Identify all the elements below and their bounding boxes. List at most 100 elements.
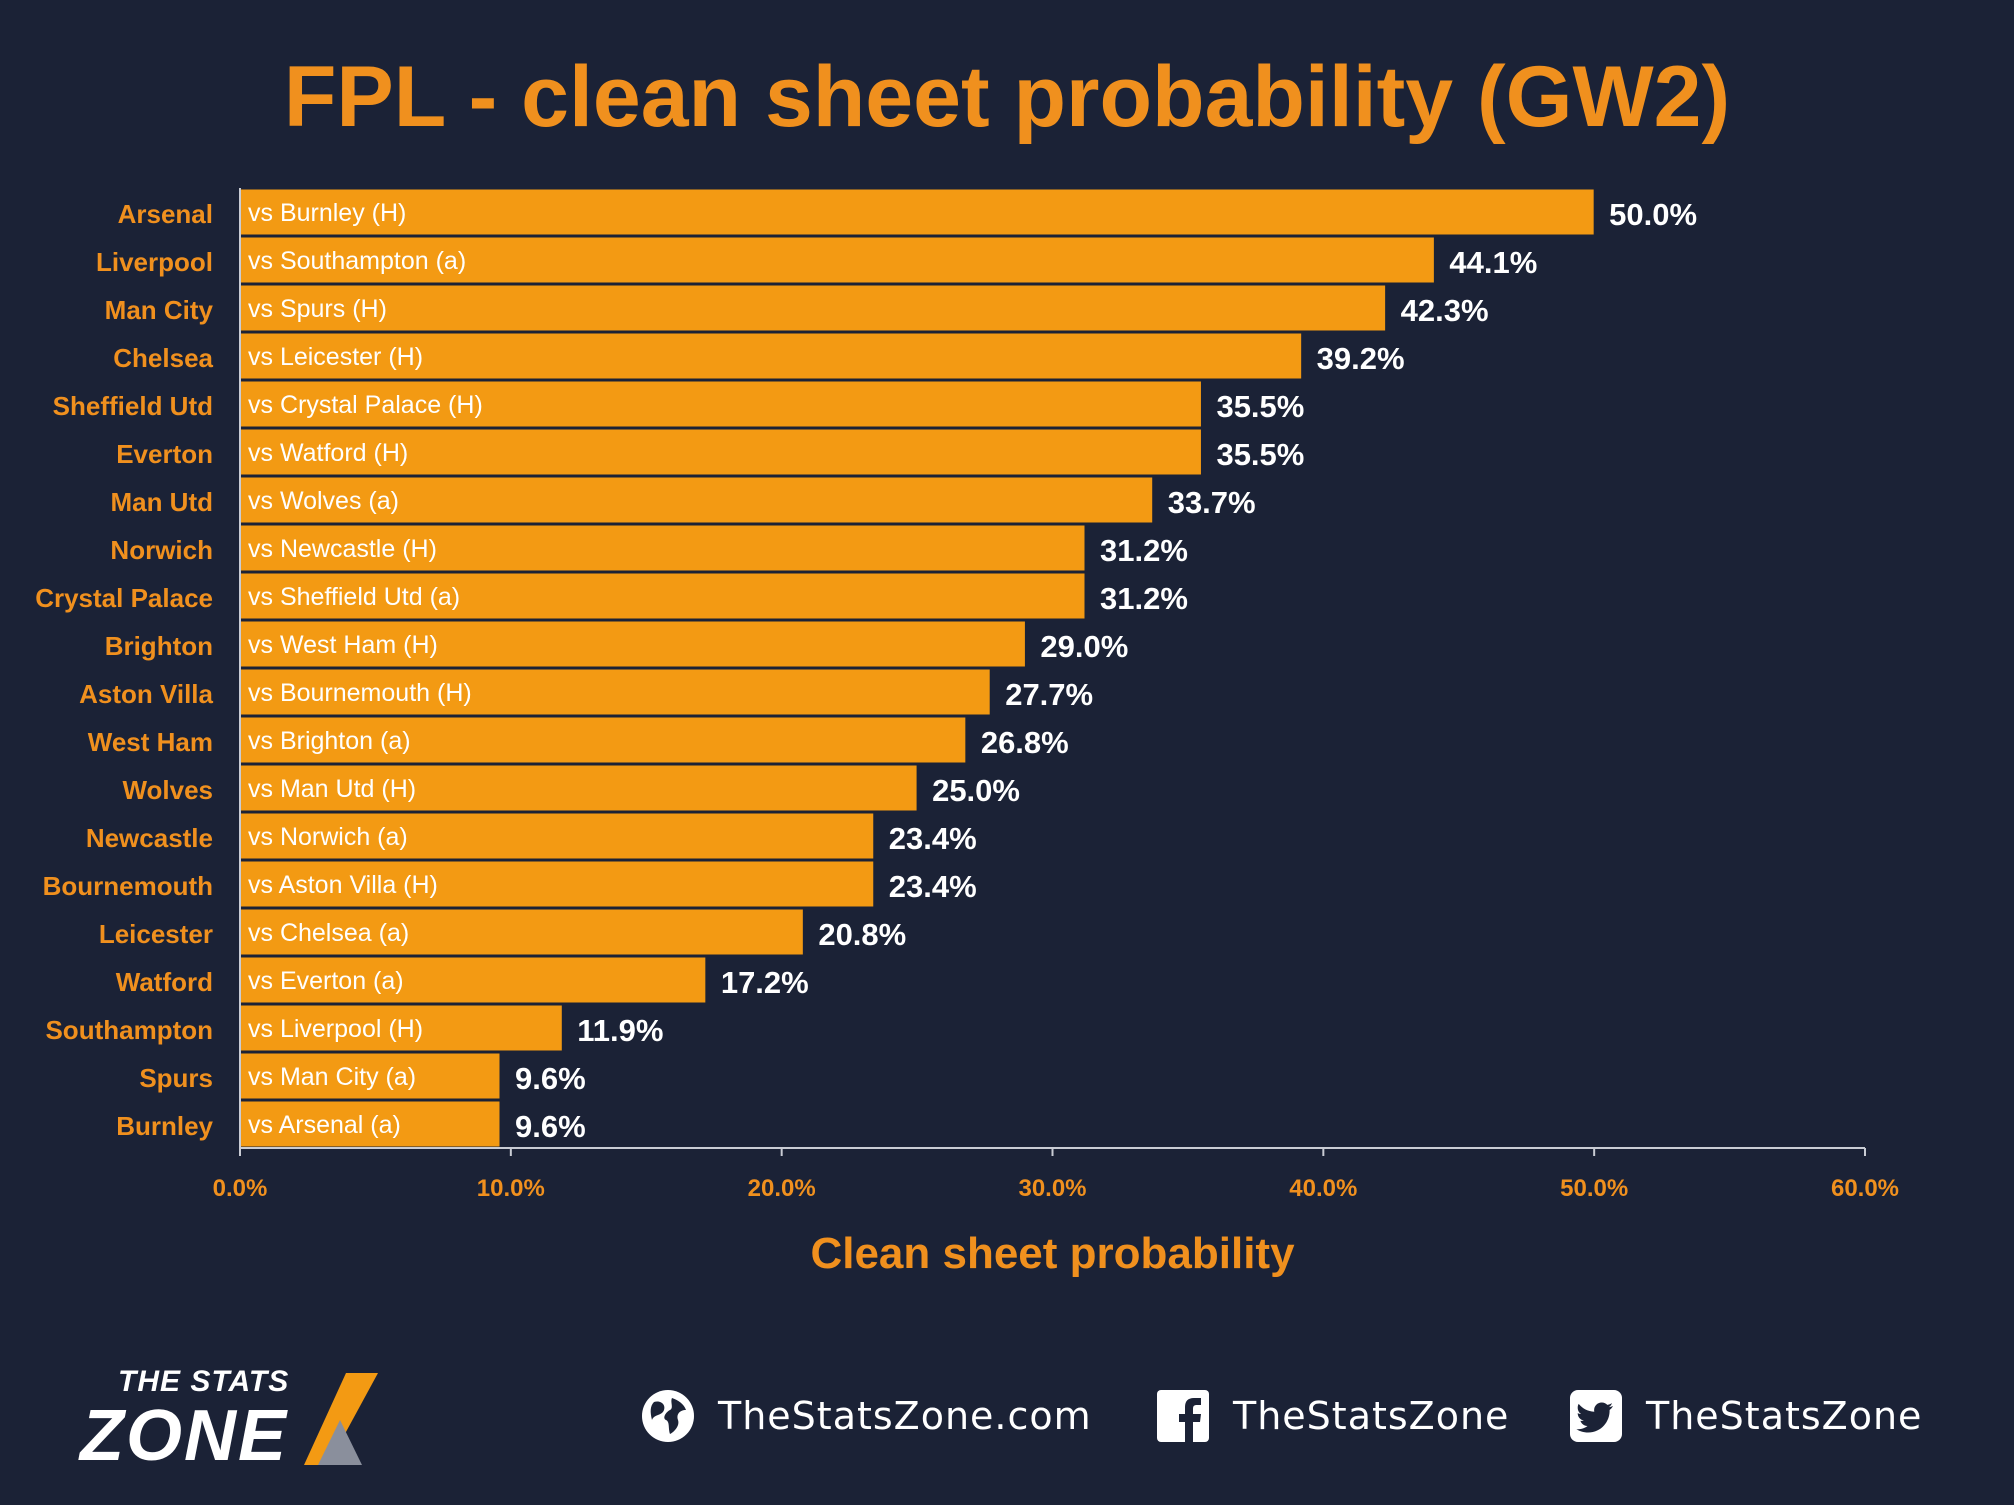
value-label: 26.8% <box>981 725 1069 760</box>
bar <box>239 1052 501 1100</box>
x-tick-label: 0.0% <box>213 1175 268 1202</box>
value-label: 39.2% <box>1317 341 1405 376</box>
x-tick-label: 60.0% <box>1831 1175 1899 1202</box>
team-label: Leicester <box>99 919 213 949</box>
value-label: 9.6% <box>515 1109 586 1144</box>
team-label: Liverpool <box>96 247 213 277</box>
value-label: 42.3% <box>1401 293 1489 328</box>
bar <box>239 572 1086 620</box>
bar <box>239 524 1086 572</box>
value-label: 35.5% <box>1216 437 1304 472</box>
fixture-label: vs Norwich (a) <box>248 823 408 851</box>
bar <box>239 380 1202 428</box>
fixture-label: vs Southampton (a) <box>248 247 466 275</box>
stats-zone-logo: THE STATS ZONE <box>78 1365 423 1476</box>
x-tick-label: 50.0% <box>1560 1175 1628 1202</box>
value-label: 11.9% <box>577 1013 663 1048</box>
value-label: 17.2% <box>721 965 809 1000</box>
value-label: 9.6% <box>515 1061 586 1096</box>
fixture-label: vs Brighton (a) <box>248 727 411 755</box>
twitter-icon <box>1570 1390 1622 1442</box>
team-label: Everton <box>116 439 213 469</box>
bar <box>239 1004 563 1052</box>
x-tick-label: 30.0% <box>1018 1175 1086 1202</box>
bar <box>239 908 804 956</box>
facebook-icon <box>1157 1390 1209 1444</box>
value-label: 35.5% <box>1216 389 1304 424</box>
fixture-label: vs Leicester (H) <box>248 343 423 371</box>
bar <box>239 332 1303 380</box>
team-label: Chelsea <box>113 343 213 373</box>
team-label: Brighton <box>105 631 213 661</box>
facebook-link[interactable]: TheStatsZone <box>1155 1388 1509 1444</box>
fixture-label: vs Chelsea (a) <box>248 919 409 947</box>
team-label: Man Utd <box>110 487 213 517</box>
twitter-link[interactable]: TheStatsZone <box>1568 1388 1922 1444</box>
value-label: 50.0% <box>1609 197 1697 232</box>
team-label: Norwich <box>110 535 213 565</box>
team-label: Bournemouth <box>43 871 213 901</box>
value-label: 27.7% <box>1005 677 1093 712</box>
logo-text-main: ZONE <box>80 1396 289 1476</box>
value-label: 29.0% <box>1040 629 1128 664</box>
website-link[interactable]: TheStatsZone.com <box>640 1388 1092 1444</box>
bar <box>239 476 1154 524</box>
value-label: 25.0% <box>932 773 1020 808</box>
fixture-label: vs Crystal Palace (H) <box>248 391 483 419</box>
bar <box>239 764 918 812</box>
fixture-label: vs West Ham (H) <box>248 631 438 659</box>
fixture-label: vs Bournemouth (H) <box>248 679 472 707</box>
team-label: Newcastle <box>86 823 213 853</box>
team-label: Crystal Palace <box>35 583 213 613</box>
fixture-label: vs Aston Villa (H) <box>248 871 438 899</box>
fixture-label: vs Man City (a) <box>248 1063 416 1091</box>
value-label: 33.7% <box>1168 485 1256 520</box>
logo-text-top: THE STATS <box>118 1365 290 1398</box>
logo-swoosh-icon <box>304 1373 378 1465</box>
fixture-label: vs Wolves (a) <box>248 487 399 515</box>
value-label: 31.2% <box>1100 533 1188 568</box>
team-label: Southampton <box>45 1015 213 1045</box>
x-tick-label: 40.0% <box>1289 1175 1357 1202</box>
fixture-label: vs Everton (a) <box>248 967 404 995</box>
team-label: Watford <box>116 967 213 997</box>
team-label: Man City <box>105 295 214 325</box>
bar <box>239 956 707 1004</box>
value-label: 20.8% <box>818 917 906 952</box>
team-label: West Ham <box>88 727 213 757</box>
x-tick-label: 20.0% <box>748 1175 816 1202</box>
facebook-text: TheStatsZone <box>1233 1394 1510 1438</box>
team-label: Sheffield Utd <box>53 391 213 421</box>
bar <box>239 716 967 764</box>
bar <box>239 188 1595 236</box>
fixture-label: vs Arsenal (a) <box>248 1111 401 1139</box>
team-label: Arsenal <box>118 199 213 229</box>
value-label: 31.2% <box>1100 581 1188 616</box>
team-label: Burnley <box>116 1111 213 1141</box>
team-label: Aston Villa <box>79 679 213 709</box>
twitter-text: TheStatsZone <box>1646 1394 1923 1438</box>
fixture-label: vs Sheffield Utd (a) <box>248 583 460 611</box>
value-label: 44.1% <box>1449 245 1537 280</box>
fixture-label: vs Newcastle (H) <box>248 535 437 563</box>
x-axis-title: Clean sheet probability <box>810 1229 1295 1278</box>
value-label: 23.4% <box>889 869 977 904</box>
fixture-label: vs Burnley (H) <box>248 199 406 227</box>
chart-title: FPL - clean sheet probability (GW2) <box>283 49 1731 145</box>
bar <box>239 236 1435 284</box>
footer: THE STATS ZONE TheStatsZone.com TheStats… <box>0 1340 2014 1490</box>
fixture-label: vs Liverpool (H) <box>248 1015 423 1043</box>
team-label: Spurs <box>139 1063 213 1093</box>
fixture-label: vs Spurs (H) <box>248 295 387 323</box>
website-text: TheStatsZone.com <box>718 1394 1092 1438</box>
team-label: Wolves <box>122 775 213 805</box>
bar <box>239 428 1202 476</box>
bar <box>239 1100 501 1148</box>
bar-chart: Arsenal vs Burnley (H) 50.0% Liverpool vs So… <box>35 188 1899 1278</box>
fixture-label: vs Watford (H) <box>248 439 408 467</box>
bar <box>239 812 875 860</box>
bar <box>239 284 1387 332</box>
globe-icon <box>642 1390 694 1442</box>
x-tick-label: 10.0% <box>477 1175 545 1202</box>
